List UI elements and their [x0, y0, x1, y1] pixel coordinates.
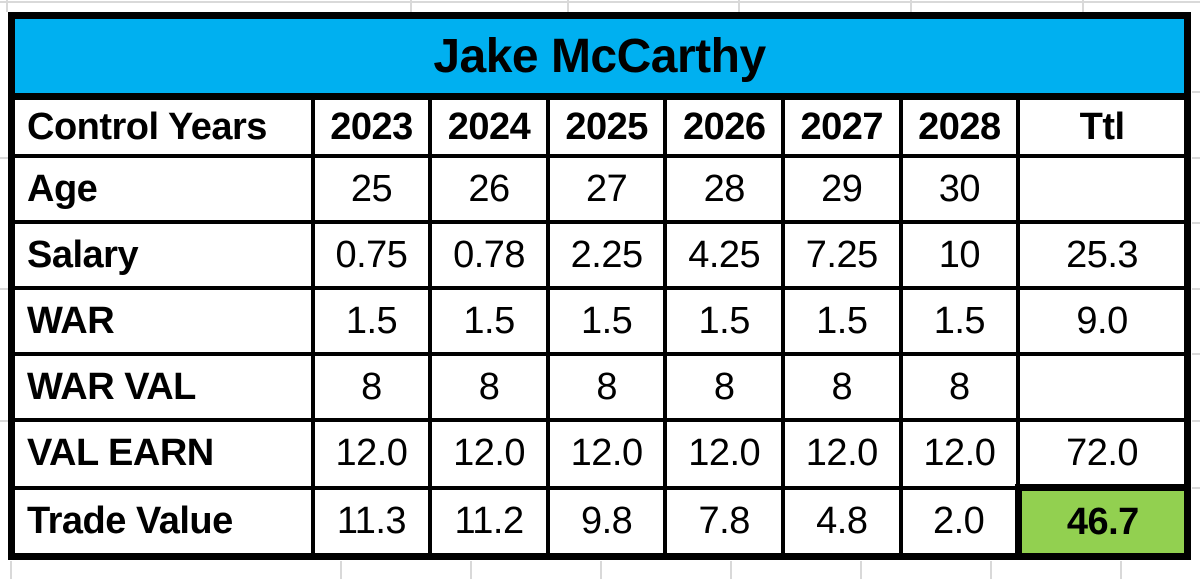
gridline	[860, 561, 862, 579]
gridline	[1192, 91, 1200, 93]
total-cell[interactable]	[1016, 352, 1192, 422]
column-header-2024[interactable]: 2024	[428, 93, 550, 158]
table-row-war: WAR 1.5 1.5 1.5 1.5 1.5 1.5 9.0	[7, 286, 1192, 356]
row-label[interactable]: WAR VAL	[7, 352, 315, 422]
gridline	[1192, 157, 1200, 159]
cell[interactable]: 8	[663, 352, 785, 422]
player-value-table: Jake McCarthy Control Years 2023 2024 20…	[7, 12, 1192, 560]
total-cell[interactable]	[1016, 154, 1192, 224]
cell[interactable]: 1.5	[428, 286, 550, 356]
row-label[interactable]: WAR	[7, 286, 315, 356]
cell[interactable]: 12.0	[545, 418, 668, 490]
cell[interactable]: 12.0	[310, 418, 433, 490]
cell[interactable]: 30	[898, 154, 1021, 224]
total-cell[interactable]: 9.0	[1016, 286, 1192, 356]
table-row-salary: Salary 0.75 0.78 2.25 4.25 7.25 10 25.3	[7, 220, 1192, 290]
row-label[interactable]: Trade Value	[7, 485, 315, 560]
cell[interactable]: 8	[310, 352, 433, 422]
table-title-cell[interactable]: Jake McCarthy	[8, 12, 1191, 100]
column-header-2026[interactable]: 2026	[663, 93, 785, 158]
table-row-war-val: WAR VAL 8 8 8 8 8 8	[7, 352, 1192, 422]
cell[interactable]: 10	[898, 220, 1021, 290]
column-header-control-years[interactable]: Control Years	[7, 93, 315, 158]
gridline	[1082, 0, 1084, 12]
cell[interactable]: 8	[781, 352, 903, 422]
cell[interactable]: 7.25	[781, 220, 903, 290]
column-header-2025[interactable]: 2025	[545, 93, 668, 158]
gridline	[1192, 222, 1200, 224]
gridline	[567, 0, 569, 12]
row-label[interactable]: Age	[7, 154, 315, 224]
cell[interactable]: 1.5	[310, 286, 433, 356]
cell[interactable]: 26	[428, 154, 550, 224]
cell[interactable]: 0.75	[310, 220, 433, 290]
gridline	[6, 0, 8, 12]
cell[interactable]: 25	[310, 154, 433, 224]
cell[interactable]: 12.0	[898, 418, 1021, 490]
cell[interactable]: 4.8	[781, 485, 903, 560]
cell[interactable]: 1.5	[781, 286, 903, 356]
cell[interactable]: 9.8	[545, 485, 668, 560]
cell[interactable]: 12.0	[663, 418, 785, 490]
gridline	[340, 561, 342, 579]
column-header-2028[interactable]: 2028	[898, 93, 1021, 158]
gridline	[470, 561, 472, 579]
cell[interactable]: 2.25	[545, 220, 668, 290]
cell[interactable]: 8	[545, 352, 668, 422]
gridline	[10, 561, 12, 579]
cell[interactable]: 11.3	[310, 485, 433, 560]
cell[interactable]: 8	[428, 352, 550, 422]
cell[interactable]: 2.0	[898, 485, 1021, 560]
row-label[interactable]: VAL EARN	[7, 418, 315, 490]
gridline	[0, 1, 1200, 3]
gridline	[1192, 487, 1200, 489]
gridline	[738, 0, 740, 12]
cell[interactable]: 7.8	[663, 485, 785, 560]
cell[interactable]: 12.0	[781, 418, 903, 490]
table-row-val-earn: VAL EARN 12.0 12.0 12.0 12.0 12.0 12.0 7…	[7, 418, 1192, 490]
gridline	[410, 0, 412, 12]
gridline	[0, 157, 8, 159]
cell[interactable]: 27	[545, 154, 668, 224]
cell[interactable]: 1.5	[545, 286, 668, 356]
cell[interactable]: 4.25	[663, 220, 785, 290]
cell[interactable]: 8	[898, 352, 1021, 422]
gridline	[0, 288, 8, 290]
cell[interactable]: 1.5	[663, 286, 785, 356]
player-name: Jake McCarthy	[433, 29, 766, 83]
gridline	[1192, 420, 1200, 422]
gridline	[600, 561, 602, 579]
gridline	[1192, 288, 1200, 290]
table-row-trade-value: Trade Value 11.3 11.2 9.8 7.8 4.8 2.0 46…	[7, 484, 1192, 560]
cell[interactable]: 11.2	[428, 485, 550, 560]
gridline	[730, 561, 732, 579]
total-cell[interactable]: 72.0	[1016, 418, 1192, 490]
total-cell[interactable]: 25.3	[1016, 220, 1192, 290]
table-row-age: Age 25 26 27 28 29 30	[7, 154, 1192, 224]
cell[interactable]: 12.0	[428, 418, 550, 490]
cell[interactable]: 28	[663, 154, 785, 224]
gridline	[910, 0, 912, 12]
gridline	[0, 420, 8, 422]
column-header-2027[interactable]: 2027	[781, 93, 903, 158]
gridline	[1192, 353, 1200, 355]
gridline	[990, 561, 992, 579]
gridline	[1120, 561, 1122, 579]
cell[interactable]: 1.5	[898, 286, 1021, 356]
column-header-total[interactable]: Ttl	[1016, 93, 1192, 158]
total-trade-value-cell[interactable]: 46.7	[1014, 484, 1192, 560]
row-label[interactable]: Salary	[7, 220, 315, 290]
cell[interactable]: 29	[781, 154, 903, 224]
cell[interactable]: 0.78	[428, 220, 550, 290]
column-header-2023[interactable]: 2023	[310, 93, 433, 158]
